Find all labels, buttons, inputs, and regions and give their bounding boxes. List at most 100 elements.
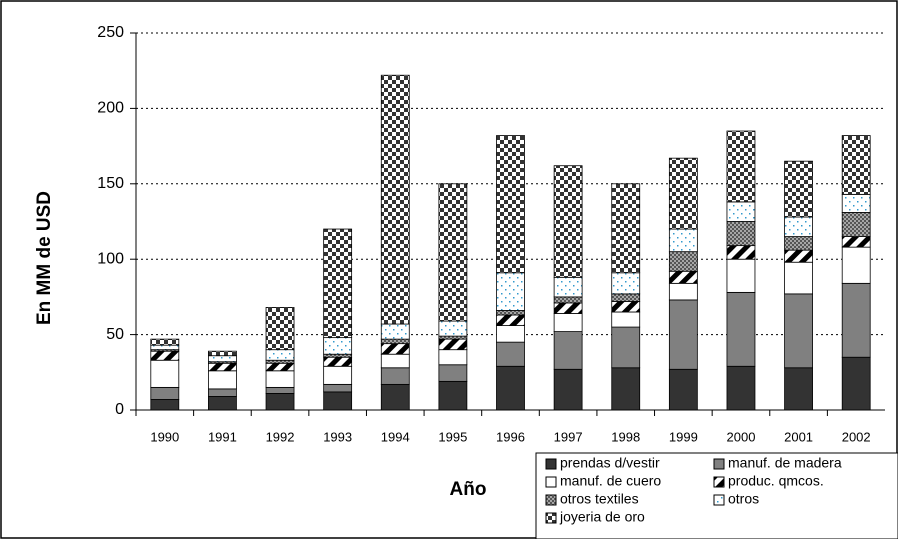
bar-segment: [611, 183, 641, 274]
bar-segment: [553, 313, 583, 332]
bar-segment: [265, 362, 295, 372]
bar-segment: [553, 302, 583, 314]
y-tick-label: 100: [97, 250, 124, 267]
bar-segment: [784, 236, 813, 251]
y-tick-label: 50: [106, 326, 124, 343]
bar-segment: [841, 212, 871, 237]
x-tick-label: 1997: [554, 429, 583, 444]
bar-segment: [323, 356, 353, 367]
bar-segment: [726, 221, 756, 247]
bar-segment: [784, 293, 813, 369]
bar-segment: [553, 165, 583, 278]
y-axis-label: En MM de USD: [34, 191, 55, 325]
x-axis-label: Año: [450, 479, 487, 500]
bar-segment: [668, 270, 698, 284]
legend-swatch: [713, 458, 725, 470]
bar-segment: [438, 380, 468, 411]
x-tick-label: 1993: [323, 429, 352, 444]
bar-segment: [611, 326, 641, 369]
bar-segment: [323, 337, 353, 355]
bar-segment: [265, 307, 295, 351]
bar-segment: [380, 353, 410, 369]
bar-segment: [208, 355, 237, 363]
bar-segment: [323, 365, 353, 385]
x-tick-label: 1994: [381, 429, 410, 444]
bar-segment: [438, 338, 468, 351]
y-tick-label: 250: [97, 24, 124, 41]
bar-segment: [438, 364, 468, 382]
bar-segment: [438, 349, 468, 366]
legend-label: produc. qmcos.: [728, 473, 824, 489]
bar-segment: [841, 356, 871, 411]
bar-segment: [784, 216, 813, 237]
bar-segment: [668, 228, 698, 253]
bar-segment: [323, 383, 353, 393]
bar-segment: [726, 130, 756, 203]
bar-segment: [668, 282, 698, 301]
bar-segment: [496, 135, 525, 274]
bar-segment: [265, 349, 295, 361]
bar-segment: [208, 388, 237, 397]
bar-segment: [841, 135, 871, 195]
bar-segment: [496, 310, 525, 316]
legend-swatch: [545, 512, 557, 524]
bar-segment: [726, 291, 756, 367]
x-tick-label: 1991: [208, 429, 237, 444]
bar-segment: [150, 344, 180, 351]
bar-segment: [668, 251, 698, 272]
x-tick-label: 1990: [150, 429, 179, 444]
y-tick-label: 0: [115, 401, 124, 418]
legend-swatch: [545, 494, 557, 506]
bar-segment: [438, 320, 468, 337]
legend-label: manuf. de madera: [728, 455, 842, 471]
bar-segment: [553, 368, 583, 411]
legend-swatch: [545, 458, 557, 470]
legend-label: manuf. de cuero: [560, 473, 661, 489]
bar-segment: [496, 365, 525, 411]
bar-segment: [323, 353, 353, 358]
bar-segment: [611, 293, 641, 302]
bar-segment: [438, 183, 468, 322]
bar-segment: [841, 236, 871, 248]
bar-segment: [553, 276, 583, 298]
bar-segment: [496, 341, 525, 367]
x-tick-label: 1995: [438, 429, 467, 444]
legend-label: otros textiles: [560, 491, 639, 507]
bar-segment: [380, 383, 410, 411]
bar-segment: [553, 296, 583, 304]
x-tick-label: 1992: [266, 429, 295, 444]
bar-segment: [611, 367, 641, 411]
bar-segment: [380, 74, 410, 325]
bar-segment: [323, 228, 353, 339]
bar-segment: [380, 367, 410, 385]
legend-swatch: [713, 476, 725, 488]
bar-segment: [496, 272, 525, 311]
bar-segment: [208, 350, 237, 357]
bar-segment: [150, 359, 180, 388]
bar-segment: [265, 386, 295, 394]
bar-segment: [784, 367, 813, 411]
bar-segment: [611, 301, 641, 313]
bar-segment: [208, 370, 237, 390]
bar-segment: [150, 350, 180, 361]
y-tick-label: 200: [97, 100, 124, 117]
bar-segment: [323, 391, 353, 411]
bar-segment: [726, 365, 756, 411]
bar-segment: [553, 331, 583, 370]
bar-segment: [208, 396, 237, 411]
legend-swatch: [713, 494, 725, 506]
bar-segment: [726, 258, 756, 293]
bar-segment: [668, 299, 698, 370]
bar-segment: [208, 362, 237, 372]
bar-segment: [784, 160, 813, 218]
legend-label: prendas d/vestir: [560, 455, 660, 471]
bar-segment: [668, 157, 698, 230]
y-tick-label: 150: [97, 175, 124, 192]
bar-segment: [150, 399, 180, 411]
x-tick-label: 1998: [611, 429, 640, 444]
bar-segment: [726, 201, 756, 222]
bar-segment: [265, 359, 295, 364]
bar-segment: [380, 343, 410, 355]
